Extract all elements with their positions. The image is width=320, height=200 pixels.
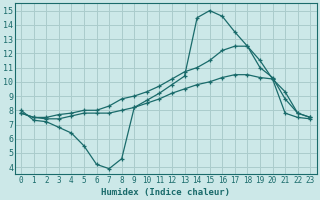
X-axis label: Humidex (Indice chaleur): Humidex (Indice chaleur) (101, 188, 230, 197)
